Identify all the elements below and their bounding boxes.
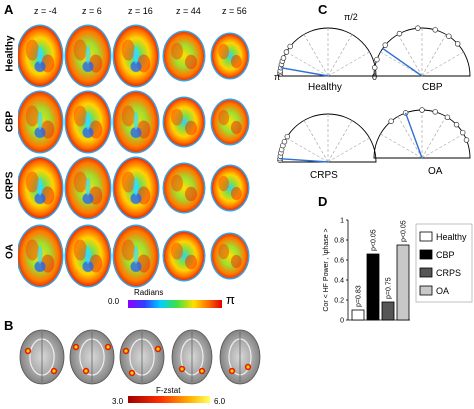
legend-swatch xyxy=(419,267,433,278)
bar-label: p<0.05 xyxy=(371,229,378,251)
y-tick-label: 0.8 xyxy=(334,238,344,245)
polar-plot xyxy=(373,107,471,159)
fstat-max: 6.0 xyxy=(214,397,226,406)
y-axis-label: Cor < HF Power , \phase > xyxy=(323,228,330,311)
fstat-slice xyxy=(69,329,115,385)
brain-slice xyxy=(210,32,250,80)
polar-plots: π/2 π 0 Healthy CBP CRPS OA xyxy=(274,12,471,181)
legend-entry: CRPS xyxy=(436,268,461,278)
bar xyxy=(351,309,365,321)
bar-label: p=0.75 xyxy=(386,277,393,299)
z-label-3: z = 16 xyxy=(128,6,153,16)
panel-b-label: B xyxy=(4,318,14,333)
fstat-slice xyxy=(119,329,165,385)
brain-slice xyxy=(162,96,206,148)
brain-slice xyxy=(162,162,206,214)
brain-slice xyxy=(210,98,250,146)
brain-slice xyxy=(18,224,64,288)
radians-max: π xyxy=(226,292,235,307)
polar-title-healthy: Healthy xyxy=(308,82,342,93)
y-tick-label: 0.6 xyxy=(334,258,344,265)
legend-swatch xyxy=(419,249,433,260)
brain-slice xyxy=(162,230,206,282)
panel-c-label: C xyxy=(318,2,328,17)
fstat-colorbar xyxy=(128,396,210,403)
brain-slice xyxy=(18,24,64,88)
y-tick-label: 1 xyxy=(340,218,344,225)
row-label-oa: OA xyxy=(4,244,16,259)
brain-slice xyxy=(18,90,64,154)
radians-title: Radians xyxy=(134,288,164,297)
brain-slice xyxy=(18,156,64,220)
polar-title-crps: CRPS xyxy=(310,170,338,181)
brain-slice xyxy=(112,90,160,154)
bar xyxy=(381,301,395,321)
bar-label: p=0.83 xyxy=(356,285,363,307)
brain-map-grid xyxy=(18,24,250,288)
fstat-slice xyxy=(171,329,213,385)
legend-swatch xyxy=(419,285,433,296)
y-tick-label: 0 xyxy=(340,318,344,325)
brain-slice xyxy=(112,156,160,220)
z-label-2: z = 6 xyxy=(82,6,102,16)
polar-title-cbp: CBP xyxy=(422,82,443,93)
polar-left-label: π xyxy=(274,72,280,82)
brain-slice xyxy=(64,24,112,88)
y-tick-label: 0.2 xyxy=(334,298,344,305)
z-label-4: z = 44 xyxy=(176,6,201,16)
radians-min: 0.0 xyxy=(108,297,120,306)
polar-top-label: π/2 xyxy=(344,12,358,22)
brain-slice xyxy=(162,30,206,82)
brain-slice xyxy=(112,224,160,288)
legend-entry: OA xyxy=(436,286,449,296)
bar xyxy=(366,253,380,321)
fstat-title: F-zstat xyxy=(156,386,181,395)
polar-right-label: 0 xyxy=(372,72,377,82)
z-label-5: z = 56 xyxy=(222,6,247,16)
brain-slice xyxy=(64,156,112,220)
radians-colorbar xyxy=(128,300,222,308)
polar-plot xyxy=(277,27,377,78)
bar xyxy=(396,244,410,321)
row-label-crps: CRPS xyxy=(4,171,16,200)
brain-slice xyxy=(64,224,112,288)
fstat-min: 3.0 xyxy=(112,397,124,406)
brain-slice xyxy=(210,232,250,280)
polar-plot xyxy=(277,113,377,164)
panel-a-label: A xyxy=(4,2,14,17)
row-label-healthy: Healthy xyxy=(4,35,16,72)
brain-slice xyxy=(210,164,250,212)
z-label-1: z = -4 xyxy=(34,6,57,16)
polar-plot xyxy=(371,25,471,77)
brain-slice xyxy=(64,90,112,154)
legend-swatch xyxy=(419,231,433,242)
legend: Healthy CBP CRPS OA xyxy=(415,223,473,303)
bar-chart: 0 0.2 0.4 0.6 0.8 1 Cor < HF Power , \phase > p… xyxy=(323,218,473,325)
panel-d-label: D xyxy=(318,194,328,209)
fstat-slice xyxy=(219,329,261,385)
row-label-cbp: CBP xyxy=(4,110,16,133)
fstat-brain-slices xyxy=(19,329,261,385)
legend-entry: CBP xyxy=(436,250,455,260)
fstat-slice xyxy=(19,329,65,385)
polar-title-oa: OA xyxy=(428,166,443,177)
y-tick-label: 0.4 xyxy=(334,278,344,285)
legend-entry: Healthy xyxy=(436,232,467,242)
brain-slice xyxy=(112,24,160,88)
bar-label: p<0.05 xyxy=(401,220,408,242)
